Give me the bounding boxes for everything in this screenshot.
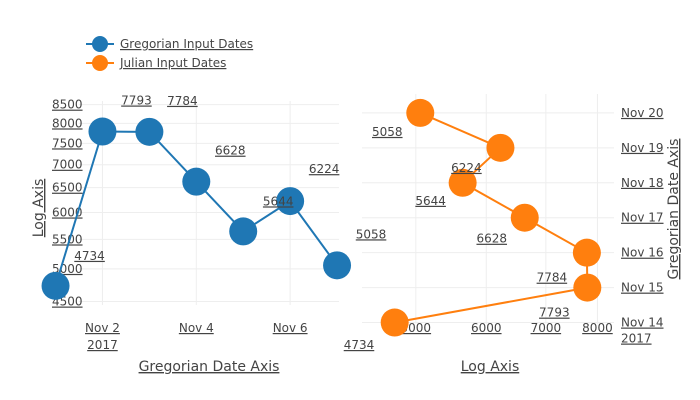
left-y-tick-5: 7000 [52,158,83,172]
right-y-tick-0: Nov 14 [621,316,664,330]
right-y-tick-4: Nov 18 [621,176,664,190]
left-x-tick-2: Nov 6 [273,321,308,335]
legend[interactable]: Gregorian Input Dates Julian Input Dates [86,36,253,71]
right-annotation-1: 7784 [537,271,568,285]
legend-marker-1 [92,55,108,71]
left-annotation-2: 7784 [167,94,198,108]
right-point-2[interactable] [572,238,601,267]
left-point-2[interactable] [135,117,164,146]
right-point-1[interactable] [573,273,602,302]
right-x-axis-title: Log Axis [461,359,520,375]
right-point-6[interactable] [406,98,435,127]
left-x-tick-year: 2017 [87,338,118,352]
right-y-tick-2: Nov 16 [621,246,664,260]
right-point-5[interactable] [486,133,515,162]
legend-label-1: Julian Input Dates [119,56,226,70]
left-y-tick-8: 8500 [52,98,83,112]
legend-marker-0 [92,36,108,52]
left-point-1[interactable] [88,117,117,146]
left-point-6[interactable] [323,251,352,280]
left-x-tick-1: Nov 4 [179,321,214,335]
right-y-tick-5: Nov 19 [621,141,664,155]
left-y-tick-4: 6500 [52,181,83,195]
right-y-axis-title: Gregorian Date Axis [666,139,682,280]
left-annotation-1: 7793 [121,94,152,108]
right-y-tick-3: Nov 17 [621,211,664,225]
right-x-tick-2: 7000 [531,321,562,335]
left-y-tick-7: 8000 [52,116,83,130]
left-annotation-0: 4734 [74,249,105,263]
right-x-tick-3: 8000 [582,321,613,335]
left-x-tick-0: Nov 2 [85,321,120,335]
left-annotation-3: 6628 [215,144,246,158]
right-y-tick-year: 2017 [621,332,652,346]
left-point-0[interactable] [41,271,70,300]
right-annotation-2: 6628 [476,232,507,246]
right-y-tick-6: Nov 20 [621,106,664,120]
right-annotation-4: 6224 [451,161,482,175]
left-y-tick-6: 7500 [52,136,83,150]
left-point-5[interactable] [276,187,305,216]
legend-label-0: Gregorian Input Dates [120,37,253,51]
left-y-axis-title: Log Axis [31,179,47,238]
right-annotation-0: 7793 [539,306,570,320]
left-annotation-4: 5644 [263,194,294,208]
left-y-tick-3: 6000 [52,205,83,219]
right-annotation-3: 5644 [415,194,446,208]
left-annotation-6: 5058 [356,227,387,241]
right-point-4[interactable] [448,168,477,197]
right-point-3[interactable] [510,203,539,232]
left-point-4[interactable] [229,217,258,246]
right-annotation-5: 5058 [372,125,403,139]
right-y-tick-1: Nov 15 [621,281,664,295]
left-point-3[interactable] [182,167,211,196]
left-x-axis-title: Gregorian Date Axis [139,359,280,375]
left-annotation-5: 6224 [309,162,340,176]
right-point-0[interactable] [380,308,409,337]
right-x-tick-1: 6000 [471,321,502,335]
left-y-tick-2: 5500 [52,232,83,246]
right-annotation-first: 4734 [344,338,375,352]
